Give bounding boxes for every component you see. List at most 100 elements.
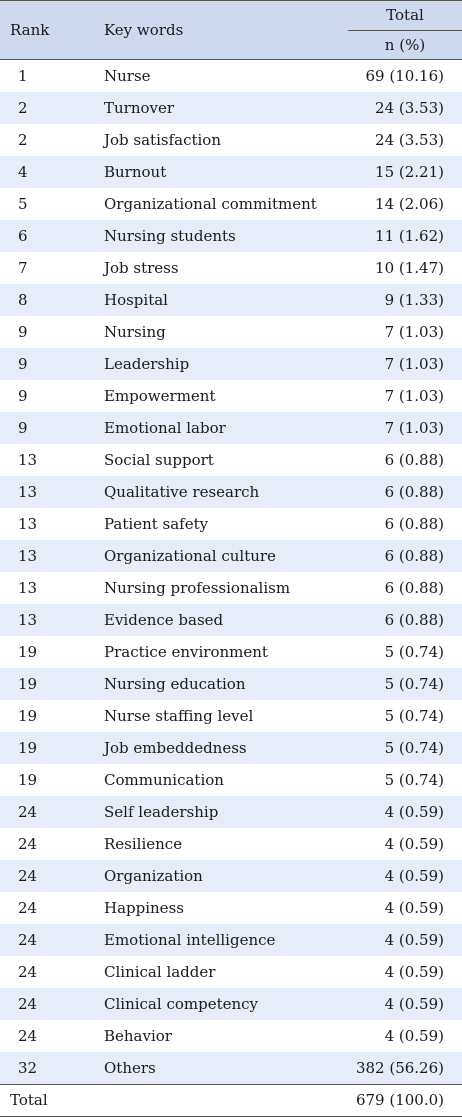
rank-cell: 24 — [18, 899, 38, 917]
count-percent-cell: 11 (1.62) — [375, 227, 444, 245]
table-row: 9 Empowerment 7 (1.03) — [0, 380, 462, 412]
count-percent-cell: 5 (0.74) — [384, 675, 444, 693]
table-row: 13 Organizational culture 6 (0.88) — [0, 540, 462, 572]
rank-cell: 19 — [18, 707, 38, 725]
keyword-cell: Practice environment — [104, 643, 268, 661]
table-row: 19 Job embeddedness 5 (0.74) — [0, 732, 462, 764]
count-percent-cell: 7 (1.03) — [384, 355, 444, 373]
total-row: Total 679 (100.0) — [0, 1084, 462, 1117]
count-percent-cell: 5 (0.74) — [384, 643, 444, 661]
rank-cell: 19 — [18, 739, 38, 757]
rank-cell: 9 — [18, 355, 28, 373]
rank-cell: 13 — [18, 483, 38, 501]
table-row: 24 Self leadership 4 (0.59) — [0, 796, 462, 828]
table-row: 32 Others 382 (56.26) — [0, 1052, 462, 1084]
table-row: 6 Nursing students 11 (1.62) — [0, 220, 462, 252]
keyword-cell: Nursing professionalism — [104, 579, 291, 597]
keyword-cell: Nursing — [104, 323, 166, 341]
count-percent-cell: 6 (0.88) — [384, 547, 444, 565]
header-divider — [348, 30, 462, 31]
table-body: 1 Nurse 69 (10.16) 2 Turnover 24 (3.53) 2 Job s… — [0, 60, 462, 1084]
rank-cell: 5 — [18, 195, 28, 213]
rank-cell: 19 — [18, 675, 38, 693]
keyword-cell: Nurse — [104, 67, 151, 85]
table-row: 24 Emotional intelligence 4 (0.59) — [0, 924, 462, 956]
keyword-cell: Clinical competency — [104, 995, 259, 1013]
keywords-column-header: Key words — [104, 21, 184, 39]
table-row: 13 Qualitative research 6 (0.88) — [0, 476, 462, 508]
keyword-cell: Nursing students — [104, 227, 236, 245]
keyword-cell: Emotional intelligence — [104, 931, 276, 949]
rank-cell: 13 — [18, 451, 38, 469]
keyword-cell: Evidence based — [104, 611, 224, 629]
rank-cell: 2 — [18, 99, 28, 117]
count-percent-cell: 4 (0.59) — [384, 899, 444, 917]
count-percent-cell: 4 (0.59) — [384, 867, 444, 885]
table-row: 19 Practice environment 5 (0.74) — [0, 636, 462, 668]
table-row: 9 Emotional labor 7 (1.03) — [0, 412, 462, 444]
rank-cell: 24 — [18, 963, 38, 981]
keyword-cell: Job satisfaction — [104, 131, 221, 149]
table-row: 8 Hospital 9 (1.33) — [0, 284, 462, 316]
table-row: 4 Burnout 15 (2.21) — [0, 156, 462, 188]
rank-cell: 13 — [18, 515, 38, 533]
total-column-header: Total — [386, 6, 424, 24]
count-percent-cell: 4 (0.59) — [384, 995, 444, 1013]
count-percent-cell: 6 (0.88) — [384, 451, 444, 469]
count-percent-cell: 7 (1.03) — [384, 387, 444, 405]
rank-cell: 9 — [18, 387, 28, 405]
table-row: 19 Nurse staffing level 5 (0.74) — [0, 700, 462, 732]
rank-cell: 13 — [18, 611, 38, 629]
total-label: Total — [10, 1091, 48, 1109]
count-percent-cell: 5 (0.74) — [384, 707, 444, 725]
count-percent-cell: 5 (0.74) — [384, 771, 444, 789]
count-percent-cell: 9 (1.33) — [384, 291, 444, 309]
count-percent-cell: 69 (10.16) — [365, 67, 444, 85]
count-percent-cell: 24 (3.53) — [375, 131, 444, 149]
count-percent-cell: 15 (2.21) — [375, 163, 444, 181]
table-row: 13 Social support 6 (0.88) — [0, 444, 462, 476]
count-percent-cell: 4 (0.59) — [384, 963, 444, 981]
keyword-cell: Resilience — [104, 835, 183, 853]
count-percent-cell: 7 (1.03) — [384, 419, 444, 437]
keyword-cell: Turnover — [104, 99, 175, 117]
count-percent-cell: 24 (3.53) — [375, 99, 444, 117]
table-row: 9 Nursing 7 (1.03) — [0, 316, 462, 348]
count-percent-cell: 4 (0.59) — [384, 803, 444, 821]
keyword-cell: Emotional labor — [104, 419, 226, 437]
rank-cell: 2 — [18, 131, 28, 149]
table-row: 13 Nursing professionalism 6 (0.88) — [0, 572, 462, 604]
n-percent-subheader: n (%) — [384, 36, 426, 54]
count-percent-cell: 6 (0.88) — [384, 515, 444, 533]
count-percent-cell: 7 (1.03) — [384, 323, 444, 341]
rank-cell: 24 — [18, 931, 38, 949]
table-row: 24 Resilience 4 (0.59) — [0, 828, 462, 860]
table-row: 7 Job stress 10 (1.47) — [0, 252, 462, 284]
keyword-cell: Clinical ladder — [104, 963, 216, 981]
keyword-cell: Behavior — [104, 1027, 172, 1045]
rank-cell: 7 — [18, 259, 28, 277]
count-percent-cell: 5 (0.74) — [384, 739, 444, 757]
keyword-cell: Organizational commitment — [104, 195, 317, 213]
table-row: 24 Clinical ladder 4 (0.59) — [0, 956, 462, 988]
table-row: 2 Turnover 24 (3.53) — [0, 92, 462, 124]
rank-cell: 1 — [18, 67, 28, 85]
table-row: 24 Happiness 4 (0.59) — [0, 892, 462, 924]
keyword-cell: Leadership — [104, 355, 190, 373]
keyword-cell: Communication — [104, 771, 224, 789]
keyword-cell: Organization — [104, 867, 203, 885]
table-row: 19 Communication 5 (0.74) — [0, 764, 462, 796]
keyword-cell: Others — [104, 1059, 156, 1077]
table-row: 13 Patient safety 6 (0.88) — [0, 508, 462, 540]
rank-cell: 24 — [18, 995, 38, 1013]
count-percent-cell: 6 (0.88) — [384, 611, 444, 629]
keyword-cell: Empowerment — [104, 387, 216, 405]
keyword-cell: Burnout — [104, 163, 167, 181]
table-row: 19 Nursing education 5 (0.74) — [0, 668, 462, 700]
table-row: 24 Behavior 4 (0.59) — [0, 1020, 462, 1052]
rank-cell: 8 — [18, 291, 28, 309]
count-percent-cell: 14 (2.06) — [375, 195, 444, 213]
rank-cell: 19 — [18, 643, 38, 661]
count-percent-cell: 10 (1.47) — [375, 259, 444, 277]
